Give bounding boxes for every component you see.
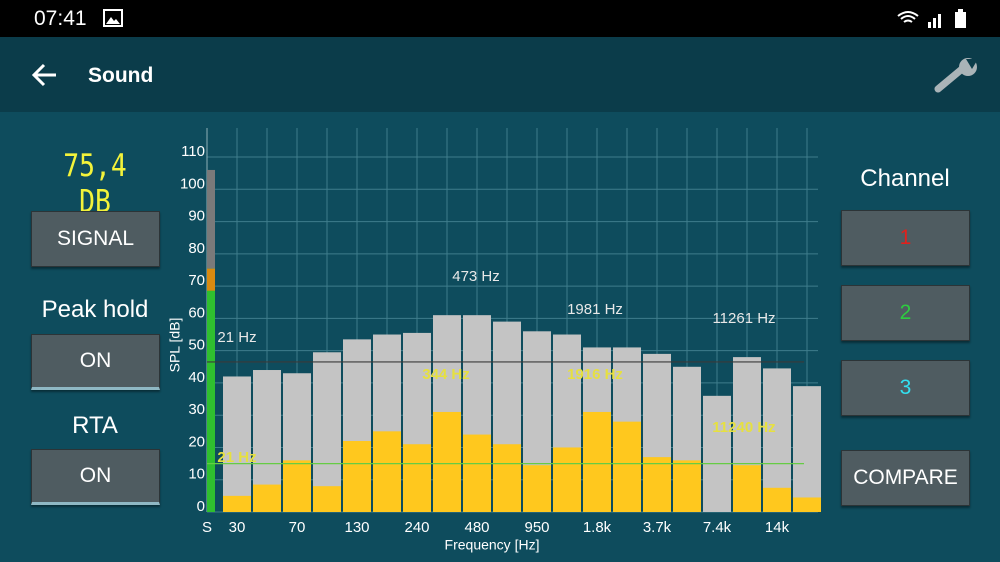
- bar: [253, 484, 281, 512]
- x-tick-label: 7.4k: [703, 519, 732, 536]
- gallery-icon: [103, 9, 123, 27]
- bar: [223, 376, 251, 512]
- channel-button[interactable]: 3: [841, 360, 970, 416]
- meter-level: [207, 268, 215, 512]
- bar: [613, 421, 641, 512]
- meter-label: S: [202, 519, 212, 536]
- clock: 07:41: [34, 7, 87, 30]
- peak-annotation: 1981 Hz: [567, 301, 623, 318]
- signal-button[interactable]: SIGNAL: [31, 211, 160, 267]
- channel-label: Channel: [860, 165, 950, 192]
- x-tick-label: 950: [524, 519, 549, 536]
- channel-button[interactable]: 2: [841, 285, 970, 341]
- bar: [733, 465, 761, 512]
- bar: [643, 457, 671, 512]
- back-button[interactable]: [30, 62, 58, 88]
- y-tick-label: 40: [188, 369, 205, 386]
- peak-annotation: 21 Hz: [217, 329, 256, 346]
- y-tick-label: 20: [188, 433, 205, 450]
- bar: [403, 444, 431, 512]
- peak-annotation: 1916 Hz: [567, 366, 623, 383]
- bar: [313, 352, 341, 512]
- bar: [223, 495, 251, 512]
- bar: [583, 411, 611, 512]
- bar: [763, 487, 791, 512]
- bar: [703, 395, 731, 512]
- x-tick-label: 130: [344, 519, 369, 536]
- y-tick-label: 50: [188, 337, 205, 354]
- bar: [553, 447, 581, 512]
- y-axis-label: SPL [dB]: [167, 318, 183, 373]
- channel-button[interactable]: 1: [841, 210, 970, 266]
- bar: [343, 441, 371, 512]
- bar: [673, 460, 701, 512]
- bar: [283, 460, 311, 512]
- peak-annotation: 21 Hz: [217, 449, 256, 466]
- peak-hold-toggle[interactable]: ON: [31, 334, 160, 390]
- y-tick-label: 80: [188, 240, 205, 257]
- bar: [313, 486, 341, 512]
- y-tick-label: 110: [181, 143, 205, 160]
- settings-button[interactable]: [932, 57, 980, 93]
- peak-annotation: 344 Hz: [422, 366, 470, 383]
- compare-button[interactable]: COMPARE: [841, 450, 970, 506]
- status-icons: [897, 9, 966, 28]
- status-bar: 07:41: [0, 0, 1000, 37]
- peak-hold-label: Peak hold: [41, 296, 149, 323]
- y-tick-label: 60: [188, 304, 205, 321]
- rta-toggle[interactable]: ON: [31, 449, 160, 505]
- bar: [373, 431, 401, 512]
- peak-annotation: 11261 Hz: [712, 310, 775, 327]
- rta-label: RTA: [72, 412, 118, 439]
- bar: [793, 497, 821, 512]
- x-tick-label: 3.7k: [643, 519, 672, 536]
- x-tick-label: 14k: [765, 519, 790, 536]
- y-tick-label: 30: [188, 401, 205, 418]
- peak-annotation: 11240 Hz: [712, 419, 775, 436]
- y-tick-label: 90: [188, 208, 205, 225]
- x-tick-label: 480: [464, 519, 489, 536]
- bar: [793, 386, 821, 512]
- x-tick-label: 240: [404, 519, 429, 536]
- y-tick-label: 70: [188, 272, 205, 289]
- y-tick-label: 100: [180, 175, 205, 192]
- bar: [433, 411, 461, 512]
- bar: [463, 434, 491, 512]
- x-axis-label: Frequency [Hz]: [445, 537, 540, 553]
- y-tick-label: 0: [197, 498, 205, 515]
- x-tick-label: 30: [229, 519, 246, 536]
- bar: [493, 444, 521, 512]
- meter-level-top: [207, 268, 215, 291]
- y-tick-label: 10: [188, 466, 205, 483]
- x-tick-label: 1.8k: [583, 519, 612, 536]
- peak-annotation: 473 Hz: [452, 268, 500, 285]
- x-tick-label: 70: [289, 519, 306, 536]
- app-bar: Sound: [0, 37, 1000, 112]
- bar: [523, 465, 551, 512]
- screen-title: Sound: [88, 64, 154, 87]
